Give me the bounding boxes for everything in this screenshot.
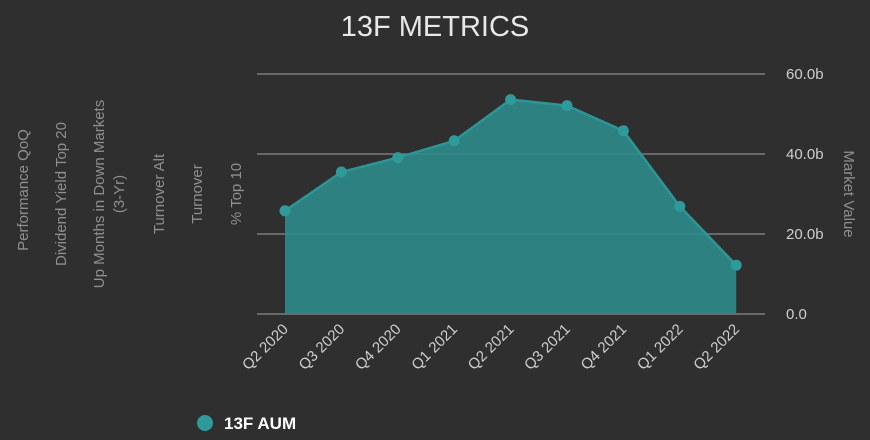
- data-point[interactable]: [448, 135, 460, 147]
- x-tick-label: Q3 2021: [521, 321, 574, 374]
- series-area-13f-aum: [285, 99, 737, 314]
- legend-marker-13f-aum: [197, 415, 213, 431]
- left-axis-label-up-months: Up Months in Down Markets: [91, 100, 108, 288]
- y-tick-label: 60.0b: [786, 66, 824, 83]
- x-tick-label: Q4 2021: [578, 321, 631, 374]
- data-point[interactable]: [617, 125, 629, 137]
- data-point[interactable]: [730, 259, 742, 271]
- data-point[interactable]: [505, 94, 517, 106]
- left-axis-label-turnover: Turnover: [189, 164, 206, 223]
- left-axis-label-turnover-alt: Turnover Alt: [151, 153, 168, 234]
- left-axis-label-top-10: % Top 10: [228, 163, 245, 225]
- y-tick-label: 20.0b: [786, 226, 824, 243]
- y-axis-label-right: Market Value: [840, 150, 857, 237]
- left-axis-label-performance-qoq: Performance QoQ: [15, 129, 32, 251]
- x-tick-label: Q1 2021: [408, 321, 461, 374]
- y-tick-label: 0.0: [786, 306, 807, 323]
- legend-label-13f-aum: 13F AUM: [224, 414, 296, 433]
- x-tick-label: Q1 2022: [634, 321, 687, 374]
- left-axis-label-dividend-yield: Dividend Yield Top 20: [53, 122, 70, 266]
- y-tick-label: 40.0b: [786, 146, 824, 163]
- x-tick-label: Q2 2020: [239, 321, 292, 374]
- data-point[interactable]: [279, 205, 291, 217]
- x-tick-label: Q2 2021: [465, 321, 518, 374]
- y-tick-labels: 0.0 20.0b 40.0b 60.0b: [786, 66, 824, 323]
- x-tick-label: Q4 2020: [352, 321, 405, 374]
- data-markers: [279, 94, 742, 271]
- x-tick-label: Q3 2020: [296, 321, 349, 374]
- x-tick-label: Q2 2022: [690, 321, 743, 374]
- left-axis-label-up-months-period: (3-Yr): [111, 175, 128, 213]
- chart-title: 13F METRICS: [341, 11, 530, 43]
- x-tick-labels: Q2 2020 Q3 2020 Q4 2020 Q1 2021 Q2 2021 Q3 20…: [239, 321, 743, 374]
- data-point[interactable]: [392, 152, 404, 164]
- data-point[interactable]: [561, 100, 573, 112]
- data-point[interactable]: [674, 200, 686, 212]
- legend[interactable]: 13F AUM: [197, 414, 296, 433]
- series-area: [284, 98, 738, 314]
- data-point[interactable]: [335, 166, 347, 178]
